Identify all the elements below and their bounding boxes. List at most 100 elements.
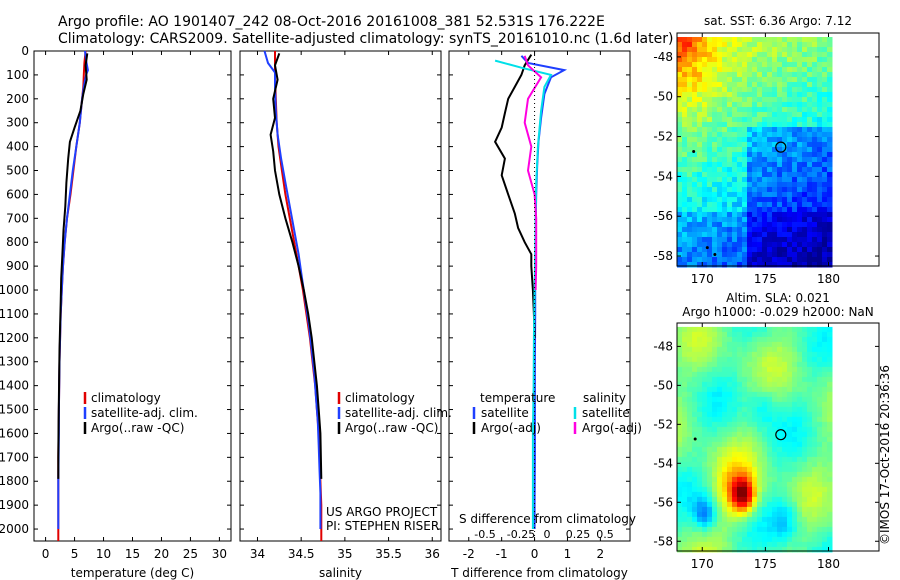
map-cell	[677, 167, 683, 173]
map-cell	[807, 401, 813, 408]
map-cell	[697, 112, 703, 118]
map-cell	[732, 237, 738, 243]
map-cell	[827, 172, 833, 178]
map-cell	[697, 172, 703, 178]
map-cell	[717, 47, 723, 53]
map-cell	[797, 177, 803, 183]
map-cell	[737, 506, 743, 513]
map-cell	[807, 466, 813, 473]
map-cell	[722, 396, 728, 403]
map-cell	[807, 526, 813, 533]
map-cell	[767, 207, 773, 213]
map-cell	[817, 406, 823, 413]
map-cell	[787, 356, 793, 363]
map-cell	[757, 52, 763, 58]
map-cell	[827, 47, 833, 53]
map-cell	[697, 37, 703, 43]
map-cell	[687, 391, 693, 398]
map-cell	[687, 431, 693, 438]
map-cell	[772, 57, 778, 63]
map-cell	[752, 401, 758, 408]
map-cell	[707, 371, 713, 378]
map-cell	[687, 217, 693, 223]
map-cell	[802, 351, 808, 358]
map-cell	[702, 326, 708, 333]
map-cell	[752, 67, 758, 73]
map-cell	[712, 451, 718, 458]
map-cell	[707, 521, 713, 528]
map-cell	[742, 262, 748, 268]
map-cell	[827, 242, 833, 248]
map-cell	[712, 541, 718, 548]
map-cell	[792, 531, 798, 538]
map-cell	[722, 471, 728, 478]
map-cell	[797, 262, 803, 268]
map-cell	[682, 336, 688, 343]
map-cell	[752, 242, 758, 248]
map-cell	[757, 511, 763, 518]
map-cell	[692, 87, 698, 93]
map-cell	[752, 346, 758, 353]
map-cell	[692, 172, 698, 178]
map-cell	[797, 376, 803, 383]
map-cell	[807, 227, 813, 233]
map-cell	[822, 416, 828, 423]
map-cell	[797, 222, 803, 228]
map-cell	[817, 421, 823, 428]
map-cell	[822, 152, 828, 158]
map-cell	[802, 391, 808, 398]
map-cell	[732, 451, 738, 458]
map-cell	[762, 396, 768, 403]
map-cell	[802, 451, 808, 458]
map-cell	[712, 481, 718, 488]
plot-frame	[239, 50, 442, 542]
map-cell	[717, 346, 723, 353]
map-cell	[792, 501, 798, 508]
map-cell	[692, 356, 698, 363]
map-cell	[807, 516, 813, 523]
map-cell	[692, 167, 698, 173]
map-cell	[827, 361, 833, 368]
map-cell	[717, 416, 723, 423]
map-cell	[737, 416, 743, 423]
map-cell	[782, 391, 788, 398]
map-cell	[752, 436, 758, 443]
map-cell	[697, 546, 703, 553]
map-cell	[737, 87, 743, 93]
map-cell	[717, 431, 723, 438]
map-cell	[827, 247, 833, 253]
y-tick-label: 900	[6, 259, 29, 273]
map-cell	[817, 326, 823, 333]
map-cell	[787, 187, 793, 193]
map-cell	[772, 207, 778, 213]
map-cell	[682, 217, 688, 223]
map-cell	[812, 42, 818, 48]
map-cell	[707, 37, 713, 43]
map-cell	[762, 207, 768, 213]
map-cell	[677, 426, 683, 433]
salinity-tick-label: 0	[544, 528, 551, 541]
map-cell	[697, 107, 703, 113]
map-cell	[757, 501, 763, 508]
map-cell	[687, 202, 693, 208]
map-cell	[707, 516, 713, 523]
map-cell	[767, 501, 773, 508]
map-cell	[827, 356, 833, 363]
map-cell	[812, 247, 818, 253]
map-cell	[717, 481, 723, 488]
map-cell	[682, 112, 688, 118]
map-cell	[782, 471, 788, 478]
map-cell	[807, 57, 813, 63]
map-cell	[777, 132, 783, 138]
map-cell	[802, 252, 808, 258]
map-cell	[692, 77, 698, 83]
map-cell	[732, 62, 738, 68]
map-cell	[727, 97, 733, 103]
map-cell	[822, 396, 828, 403]
map-cell	[707, 361, 713, 368]
map-cell	[757, 506, 763, 513]
map-cell	[697, 72, 703, 78]
map-cell	[722, 247, 728, 253]
map-cell	[727, 162, 733, 168]
map-cell	[787, 107, 793, 113]
